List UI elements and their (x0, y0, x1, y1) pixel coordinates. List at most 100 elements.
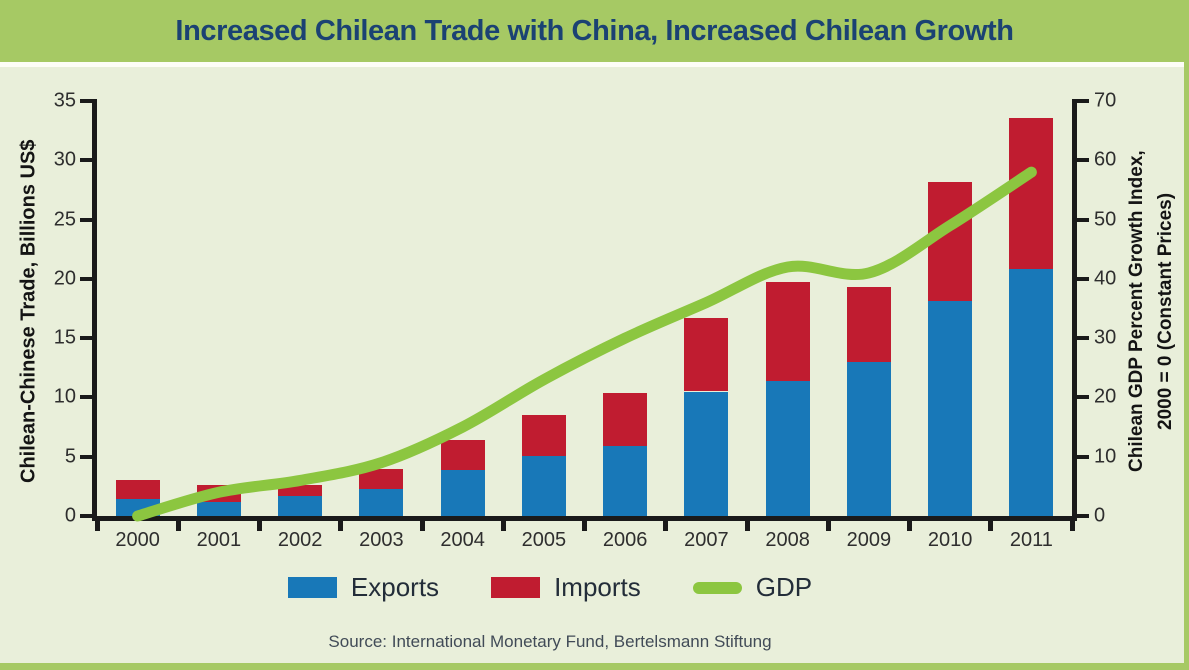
right-axis-title: Chilean GDP Percent Growth Index, 2000 =… (1120, 101, 1182, 521)
left-axis-line (92, 99, 97, 521)
bar-exports-2006 (603, 446, 648, 516)
chart-title: Increased Chilean Trade with China, Incr… (175, 14, 1014, 47)
right-axis-tick-50 (1077, 217, 1089, 222)
right-axis-line (1072, 99, 1077, 521)
left-axis-tick-15 (80, 336, 92, 341)
legend-item-gdp: GDP (692, 572, 813, 603)
gdp-swatch (692, 581, 742, 594)
left-axis-tick-30 (80, 158, 92, 163)
x-tick-label-2011: 2011 (1009, 529, 1053, 551)
x-tick-label-2001: 2001 (196, 529, 242, 551)
left-axis-title: Chilean-Chinese Trade, Billions US$ (14, 101, 44, 521)
bar-imports-2011 (1009, 117, 1054, 270)
legend-label-imports: Imports (554, 572, 641, 602)
left-axis-tick-10 (80, 395, 92, 400)
bar-imports-2007 (684, 317, 729, 392)
left-axis-tick-label-35: 35 (53, 89, 76, 112)
legend-item-exports: Exports (287, 572, 440, 603)
right-axis-tick-20 (1077, 395, 1089, 400)
bar-imports-2000 (115, 480, 160, 500)
left-axis-title-text: Chilean-Chinese Trade, Billions US$ (17, 139, 40, 483)
right-axis-tick-label-30: 30 (1094, 326, 1117, 349)
x-axis-tick-9 (825, 516, 831, 531)
x-axis-tick-6 (582, 516, 587, 531)
x-tick-label-2000: 2000 (115, 529, 160, 551)
x-axis-tick-12 (1069, 516, 1075, 531)
right-axis-tick-label-50: 50 (1094, 208, 1117, 231)
left-axis-tick-label-0: 0 (64, 504, 76, 527)
bar-imports-2008 (765, 282, 810, 381)
bar-imports-2002 (278, 485, 323, 496)
left-axis-tick-35 (80, 99, 92, 103)
x-tick-label-2006: 2006 (602, 529, 648, 551)
bar-exports-2005 (521, 455, 566, 516)
x-axis-tick-7 (663, 516, 669, 531)
right-axis-tick-70 (1077, 99, 1089, 103)
x-axis-tick-1 (175, 516, 181, 531)
legend-label-gdp: GDP (755, 572, 813, 602)
imports-swatch (491, 577, 541, 598)
x-axis-tick-4 (419, 516, 425, 531)
bar-exports-2003 (359, 488, 404, 516)
x-tick-label-2008: 2008 (765, 529, 810, 551)
bar-exports-2007 (684, 391, 729, 516)
right-axis-tick-label-70: 70 (1094, 89, 1117, 112)
bar-imports-2006 (603, 392, 648, 447)
x-tick-label-2010: 2010 (927, 529, 973, 551)
x-axis-tick-10 (907, 516, 912, 531)
exports-swatch (287, 577, 337, 598)
x-axis-tick-11 (988, 516, 994, 531)
x-tick-label-2009: 2009 (846, 529, 892, 551)
x-axis-tick-8 (744, 516, 750, 531)
x-tick-label-2007: 2007 (684, 529, 729, 551)
right-axis-tick-label-60: 60 (1094, 148, 1117, 171)
bar-imports-2010 (928, 181, 973, 302)
right-axis-title-line1: Chilean GDP Percent Growth Index, (1126, 150, 1147, 472)
left-axis-tick-label-20: 20 (53, 267, 76, 290)
left-axis-tick-label-15: 15 (53, 326, 76, 349)
right-axis-tick-label-10: 10 (1094, 445, 1117, 468)
bar-exports-2000 (115, 499, 160, 516)
bar-exports-2010 (928, 301, 973, 516)
left-axis-tick-label-25: 25 (53, 208, 76, 231)
bar-exports-2004 (440, 469, 485, 516)
bar-imports-2009 (846, 287, 891, 362)
bar-exports-2008 (765, 380, 810, 516)
bar-exports-2009 (846, 361, 891, 516)
left-axis-tick-label-30: 30 (53, 148, 76, 171)
left-axis-tick-0 (80, 514, 92, 518)
right-border (1184, 62, 1189, 670)
right-axis-tick-40 (1077, 276, 1089, 281)
bar-imports-2005 (521, 415, 566, 456)
legend-item-imports: Imports (491, 572, 641, 603)
right-axis-title-text: Chilean GDP Percent Growth Index, 2000 =… (1122, 150, 1180, 472)
bar-exports-2011 (1009, 269, 1054, 516)
right-axis-tick-30 (1077, 336, 1089, 341)
left-axis-tick-25 (80, 217, 92, 222)
bar-imports-2001 (196, 485, 241, 502)
legend: Exports Imports GDP (0, 572, 1100, 603)
bar-imports-2003 (359, 468, 404, 489)
left-axis-tick-5 (80, 454, 92, 459)
right-axis-tick-0 (1077, 514, 1089, 518)
right-axis-tick-label-20: 20 (1094, 385, 1117, 408)
x-tick-label-2002: 2002 (277, 529, 323, 551)
left-axis-tick-20 (80, 276, 92, 281)
bottom-band (0, 663, 1189, 670)
bar-imports-2004 (440, 440, 485, 470)
bar-exports-2002 (278, 495, 323, 516)
x-tick-label-2003: 2003 (359, 529, 404, 551)
right-axis-tick-10 (1077, 454, 1089, 459)
x-tick-label-2004: 2004 (440, 529, 485, 551)
right-axis-tick-60 (1077, 158, 1089, 163)
right-axis-title-line2: 2000 = 0 (Constant Prices) (1155, 192, 1176, 430)
left-axis-tick-label-10: 10 (53, 385, 76, 408)
x-axis-tick-2 (257, 516, 262, 531)
right-axis-tick-label-0: 0 (1094, 504, 1106, 527)
source-note: Source: International Monetary Fund, Ber… (328, 632, 772, 651)
title-band: Increased Chilean Trade with China, Incr… (0, 0, 1189, 62)
legend-label-exports: Exports (350, 572, 440, 602)
bar-exports-2001 (196, 501, 241, 516)
x-axis-tick-3 (338, 516, 344, 531)
